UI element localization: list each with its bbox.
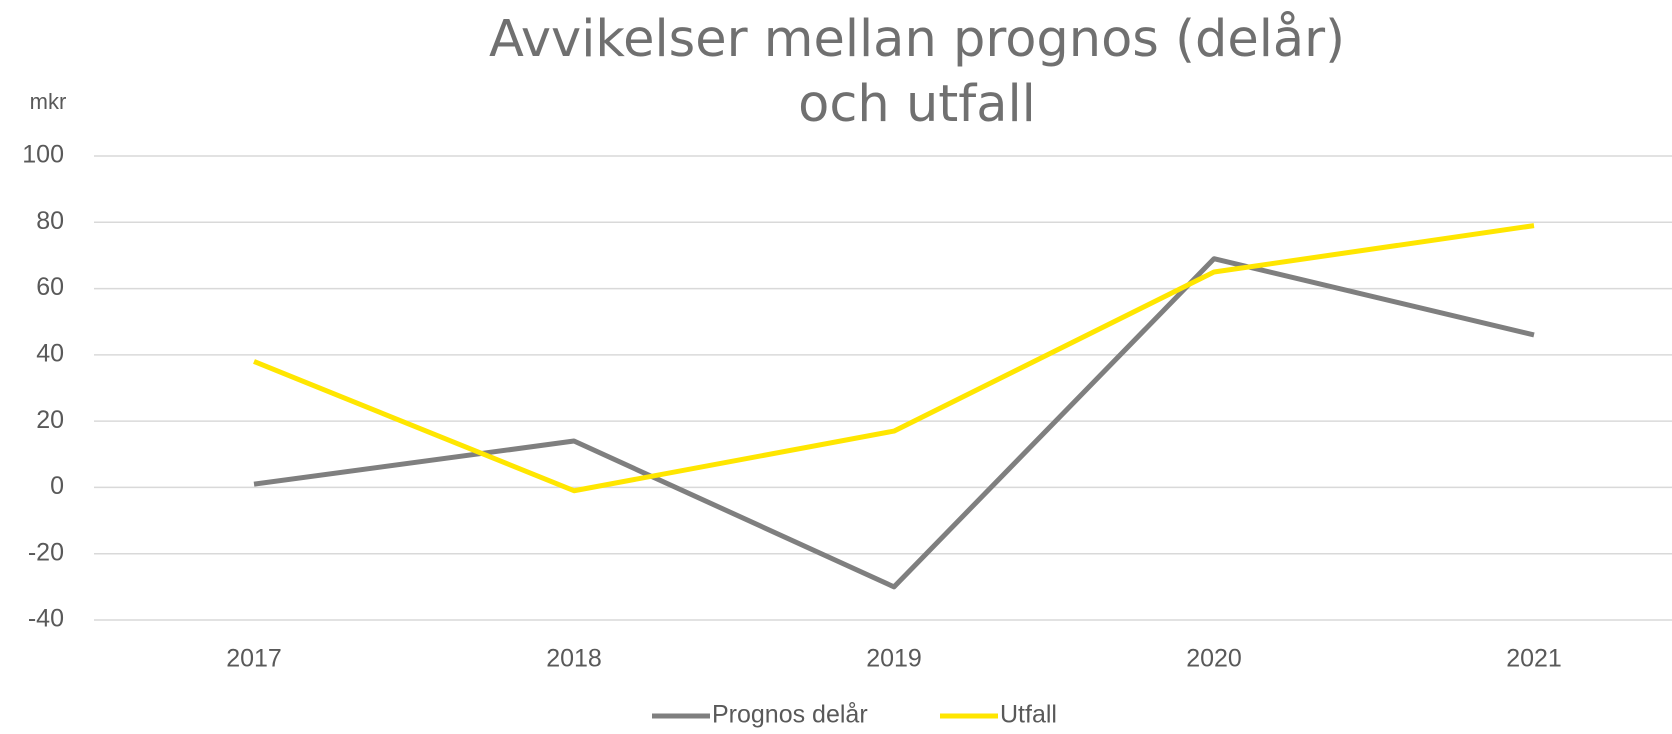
x-tick-label: 2017 xyxy=(226,645,282,673)
y-tick-label: 80 xyxy=(36,207,64,235)
y-tick-label: 0 xyxy=(50,472,64,500)
y-tick-label: 20 xyxy=(36,406,64,434)
y-tick-label: -40 xyxy=(28,605,64,633)
y-tick-label: 60 xyxy=(36,273,64,301)
x-tick-label: 2018 xyxy=(546,645,602,673)
y-tick-label: 100 xyxy=(22,141,64,169)
y-tick-label: -20 xyxy=(28,538,64,566)
x-tick-label: 2019 xyxy=(866,645,922,673)
x-tick-label: 2020 xyxy=(1186,645,1242,673)
legend-label: Utfall xyxy=(1000,701,1057,729)
y-tick-label: 40 xyxy=(36,339,64,367)
x-tick-label: 2021 xyxy=(1506,645,1562,673)
chart-title: Avvikelser mellan prognos (delår) xyxy=(489,10,1345,69)
series-line xyxy=(253,223,1535,494)
series-line xyxy=(253,256,1535,590)
chart-title: och utfall xyxy=(798,75,1036,134)
legend-label: Prognos delår xyxy=(712,701,868,729)
y-axis-label: mkr xyxy=(30,89,67,114)
